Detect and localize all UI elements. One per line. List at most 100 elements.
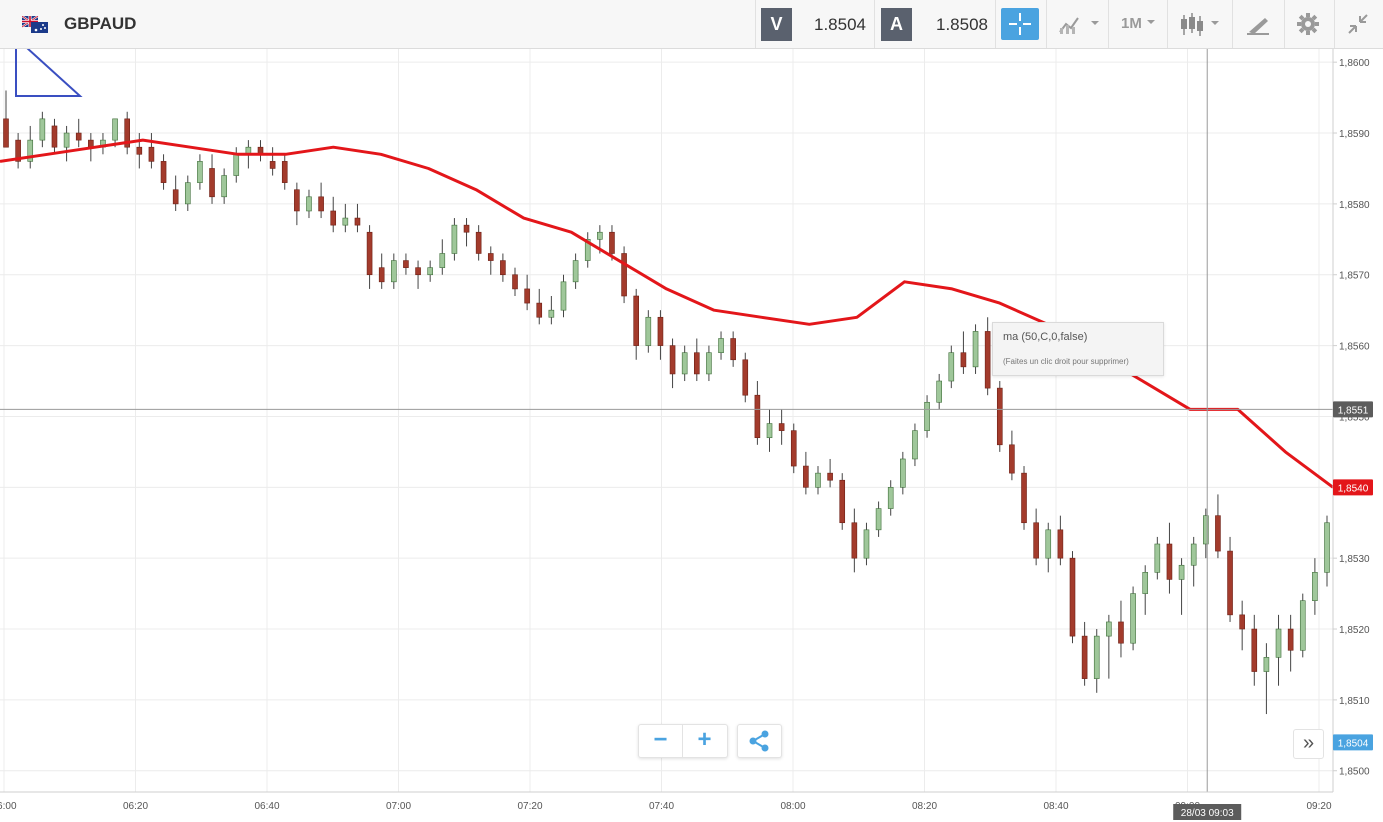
candle xyxy=(15,133,21,169)
x-tick-label: 08:00 xyxy=(780,801,805,812)
y-tick-label: 1,8580 xyxy=(1339,200,1370,211)
candle-body xyxy=(1178,564,1185,580)
candle xyxy=(863,522,870,566)
candle xyxy=(39,111,46,148)
candle xyxy=(136,133,143,169)
candle-body xyxy=(936,380,942,403)
candle xyxy=(1215,494,1221,559)
candle-body xyxy=(1057,529,1064,559)
candle-body xyxy=(536,302,543,318)
candle xyxy=(560,274,567,318)
drawing-tools-button[interactable] xyxy=(1245,12,1271,43)
sell-button[interactable]: V xyxy=(761,8,792,41)
sell-price[interactable]: 1.8504 xyxy=(814,15,866,34)
candle xyxy=(1142,565,1149,615)
y-tick-label: 1,8500 xyxy=(1339,767,1370,778)
candle xyxy=(1178,558,1185,615)
candle xyxy=(778,409,785,445)
crosshair-toggle-button[interactable] xyxy=(1001,8,1039,40)
share-icon xyxy=(749,730,769,752)
candle xyxy=(27,125,34,169)
candle-body xyxy=(75,132,82,141)
candle-body xyxy=(391,260,397,283)
scroll-to-end-button[interactable]: » xyxy=(1293,729,1324,759)
candle-body xyxy=(318,196,324,212)
candle-body xyxy=(621,253,627,297)
crosshair-icon xyxy=(1009,13,1031,35)
candle xyxy=(1251,614,1258,686)
settings-button[interactable] xyxy=(1296,12,1320,41)
candle-body xyxy=(366,231,373,276)
y-tick-label: 1,8550 xyxy=(1339,412,1370,423)
x-tick-label: 07:40 xyxy=(649,801,674,812)
indicators-menu-button[interactable] xyxy=(1058,12,1102,41)
triangle-drawing xyxy=(15,35,83,97)
candle xyxy=(960,331,967,374)
candles-layer xyxy=(3,90,1330,715)
candle xyxy=(342,203,349,233)
candle xyxy=(1275,614,1282,686)
candle-body xyxy=(827,472,833,481)
x-tick-label: 06:20 xyxy=(123,801,148,812)
candle-body xyxy=(972,331,979,368)
candle-body xyxy=(487,253,494,261)
candle-body xyxy=(766,423,773,439)
candle-body xyxy=(1312,572,1318,601)
buy-price[interactable]: 1.8508 xyxy=(936,15,988,34)
chart-type-menu-button[interactable] xyxy=(1180,12,1224,43)
candle-body xyxy=(221,175,227,198)
crosshair-layer xyxy=(0,48,1333,792)
candle-body xyxy=(887,487,894,509)
candle xyxy=(1081,621,1088,686)
candle xyxy=(657,310,664,360)
zoom-out-button[interactable]: − xyxy=(653,726,668,753)
y-tick-label: 1,8510 xyxy=(1339,696,1370,707)
candle xyxy=(766,409,773,452)
zoom-in-button[interactable]: + xyxy=(697,726,712,753)
candle-body xyxy=(39,118,46,141)
candle-body xyxy=(900,458,906,488)
candle xyxy=(815,466,821,495)
candle-body xyxy=(584,239,591,261)
candle xyxy=(900,451,906,495)
candle-body xyxy=(1009,444,1015,474)
candle xyxy=(1324,515,1330,587)
candle-body xyxy=(306,196,312,212)
candle-body xyxy=(560,281,567,311)
timeframe-selector[interactable]: 1M xyxy=(1121,15,1142,32)
share-button[interactable] xyxy=(737,724,782,758)
candle-body xyxy=(609,231,615,254)
candle xyxy=(1009,430,1015,481)
candle-body xyxy=(500,260,506,276)
candle-body xyxy=(948,352,955,382)
candle-body xyxy=(790,430,797,467)
candle-body xyxy=(451,224,458,254)
candle-body xyxy=(160,161,167,183)
candle xyxy=(184,175,191,211)
candle xyxy=(257,140,264,162)
crosshair-price-label-box xyxy=(1333,401,1373,418)
candle-body xyxy=(172,189,179,205)
candle-body xyxy=(51,125,58,148)
candle-body xyxy=(281,161,288,183)
y-tick-label: 1,8530 xyxy=(1339,554,1370,565)
collapse-button[interactable] xyxy=(1346,12,1370,41)
candle xyxy=(1203,508,1209,559)
candle-body xyxy=(1263,657,1270,672)
candle-body xyxy=(1069,557,1076,637)
candle xyxy=(1093,629,1100,693)
candle xyxy=(1166,522,1173,594)
candle xyxy=(996,381,1003,452)
candle xyxy=(584,232,591,268)
triangle-annotation[interactable] xyxy=(15,35,83,97)
current-price-label: 1,8504 xyxy=(1338,738,1369,749)
candle-body xyxy=(1081,635,1088,679)
candle xyxy=(924,395,930,438)
candle xyxy=(354,203,361,233)
buy-button[interactable]: A xyxy=(881,8,912,41)
chart-grid xyxy=(0,48,1333,792)
candle xyxy=(512,267,518,296)
candle-body xyxy=(427,267,433,276)
gbp-aud-flag-icon xyxy=(21,15,48,33)
